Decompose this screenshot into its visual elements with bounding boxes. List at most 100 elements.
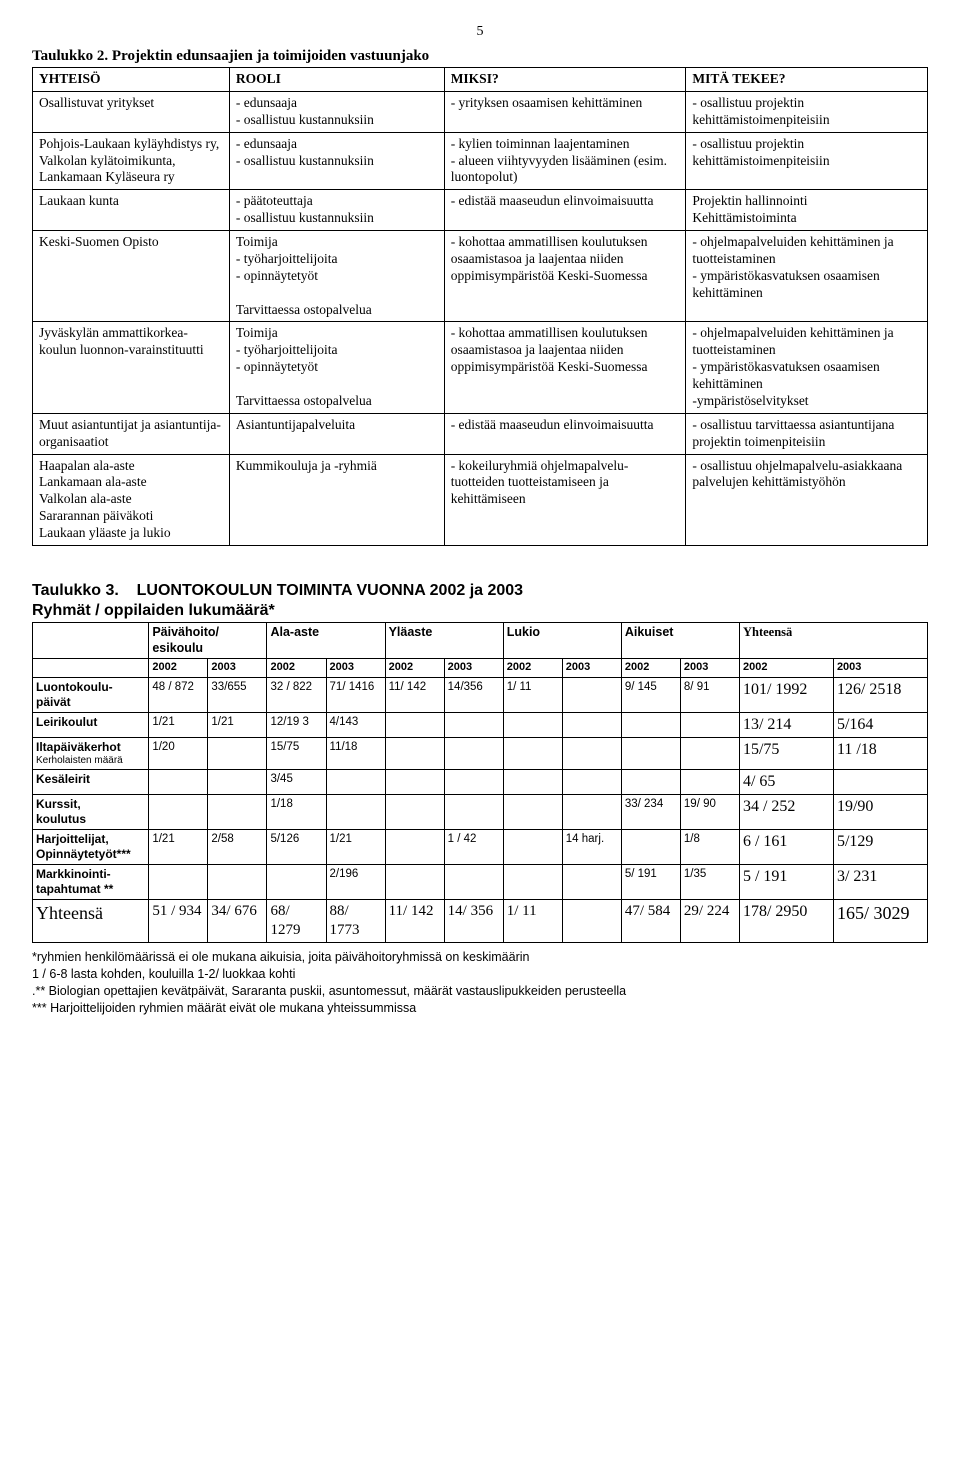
- table-cell: [444, 770, 503, 795]
- t2-th-1: Päivähoito/ esikoulu: [149, 622, 267, 658]
- table-cell: [562, 900, 621, 943]
- table-cell: 33/ 234: [621, 795, 680, 830]
- total-2003: 5/129: [833, 830, 927, 865]
- table-cell: [562, 737, 621, 770]
- table-cell: 51 / 934: [149, 900, 208, 943]
- table-cell: - edunsaaja - osallistuu kustannuksiin: [229, 132, 444, 190]
- t2-heading-a: Taulukko 3.: [32, 582, 119, 599]
- table-cell: Haapalan ala-aste Lankamaan ala-aste Val…: [33, 454, 230, 545]
- t2-year-header: 2002: [149, 659, 208, 678]
- table-row: Jyväskylän ammattikorkea-koulun luonnon-…: [33, 322, 928, 413]
- table-cell: [385, 795, 444, 830]
- table-cell: 5/ 191: [621, 865, 680, 900]
- table-cell: 1 / 42: [444, 830, 503, 865]
- table-cell: 2/58: [208, 830, 267, 865]
- table-cell: [562, 712, 621, 737]
- table-cell: - kohottaa ammatillisen koulutuksen osaa…: [444, 322, 686, 413]
- table-cell: - kylien toiminnan laajentaminen - aluee…: [444, 132, 686, 190]
- t2-year-header: 2003: [680, 659, 739, 678]
- table-row: Luontokoulu- päivät48 / 87233/65532 / 82…: [33, 677, 928, 712]
- table2-heading-line2: Ryhmät / oppilaiden lukumäärä*: [32, 602, 928, 620]
- total-2002: 4/ 65: [739, 770, 833, 795]
- table-row: Leirikoulut1/211/2112/19 34/14313/ 2145/…: [33, 712, 928, 737]
- table-cell: [149, 865, 208, 900]
- t2-th-2: Ala-aste: [267, 622, 385, 658]
- table-cell: Asiantuntijapalveluita: [229, 413, 444, 454]
- table-cell: - edistää maaseudun elinvoimaisuutta: [444, 413, 686, 454]
- table-cell: Projektin hallinnointi Kehittämistoimint…: [686, 190, 928, 231]
- table-cell: 1/8: [680, 830, 739, 865]
- table-cell: 33/655: [208, 677, 267, 712]
- total-2003: 5/164: [833, 712, 927, 737]
- table-cell: [208, 865, 267, 900]
- table-cell: - kokeiluryhmiä ohjelmapalvelu-tuotteide…: [444, 454, 686, 545]
- table2-heading-line1: Taulukko 3. LUONTOKOULUN TOIMINTA VUONNA…: [32, 582, 928, 600]
- table-cell: Toimija - työharjoittelijoita - opinnäyt…: [229, 322, 444, 413]
- table-cell: 47/ 584: [621, 900, 680, 943]
- table-cell: - kohottaa ammatillisen koulutuksen osaa…: [444, 231, 686, 322]
- t2-th-5: Aikuiset: [621, 622, 739, 658]
- table-cell: 12/19 3: [267, 712, 326, 737]
- row-label: Harjoittelijat, Opinnäytetyöt***: [33, 830, 149, 865]
- t1-h2: ROOLI: [229, 68, 444, 92]
- total-2002: 6 / 161: [739, 830, 833, 865]
- table-cell: 15/75: [267, 737, 326, 770]
- table-cell: 5/126: [267, 830, 326, 865]
- table-cell: 1/21: [208, 712, 267, 737]
- table2: Päivähoito/ esikoulu Ala-aste Yläaste Lu…: [32, 622, 928, 943]
- footnotes: *ryhmien henkilömäärissä ei ole mukana a…: [32, 949, 928, 1017]
- table-cell: [503, 865, 562, 900]
- table-cell: [326, 770, 385, 795]
- table-cell: 11/ 142: [385, 677, 444, 712]
- table-cell: - ohjelmapalveluiden kehittäminen ja tuo…: [686, 231, 928, 322]
- table-cell: 1/21: [326, 830, 385, 865]
- table-cell: Osallistuvat yritykset: [33, 91, 230, 132]
- table-cell: 9/ 145: [621, 677, 680, 712]
- table-cell: [444, 737, 503, 770]
- table-cell: - osallistuu projektin kehittämistoimenp…: [686, 91, 928, 132]
- total-2002: 15/75: [739, 737, 833, 770]
- t2-year-header: 2003: [208, 659, 267, 678]
- table1-caption-bold: Taulukko 2. Projektin edunsaajien ja toi…: [32, 48, 429, 64]
- footnote-4: *** Harjoittelijoiden ryhmien määrät eiv…: [32, 1000, 928, 1017]
- t2-th-blank: [33, 622, 149, 658]
- row-label: Markkinointi- tapahtumat **: [33, 865, 149, 900]
- table-cell: - osallistuu projektin kehittämistoimenp…: [686, 132, 928, 190]
- table-cell: [503, 770, 562, 795]
- t1-h1: YHTEISÖ: [33, 68, 230, 92]
- t2-year-header: 2003: [833, 659, 927, 678]
- table-cell: 1/21: [149, 712, 208, 737]
- table-cell: 19/ 90: [680, 795, 739, 830]
- total-2002: 5 / 191: [739, 865, 833, 900]
- table-cell: [385, 830, 444, 865]
- footnote-2: 1 / 6-8 lasta kohden, kouluilla 1-2/ luo…: [32, 966, 928, 983]
- table-cell: 88/ 1773: [326, 900, 385, 943]
- t2-year-header: 2002: [385, 659, 444, 678]
- table-row: Harjoittelijat, Opinnäytetyöt*** 1/21 2/58…: [33, 830, 928, 865]
- table-cell: Kummikouluja ja -ryhmiä: [229, 454, 444, 545]
- table-cell: 1/35: [680, 865, 739, 900]
- table-cell: 1/18: [267, 795, 326, 830]
- table-cell: 1/ 11: [503, 900, 562, 943]
- t2-year-header: 2003: [562, 659, 621, 678]
- total-2003: [833, 770, 927, 795]
- table-cell: [503, 830, 562, 865]
- table-row: IltapäiväkerhotKerholaisten määrä1/2015/…: [33, 737, 928, 770]
- table-cell: [562, 677, 621, 712]
- table-cell: [621, 830, 680, 865]
- table-cell: 11/ 142: [385, 900, 444, 943]
- t2-year-header: 2002: [503, 659, 562, 678]
- table-cell: - ohjelmapalveluiden kehittäminen ja tuo…: [686, 322, 928, 413]
- table-cell: [208, 795, 267, 830]
- table-cell: [621, 712, 680, 737]
- t1-h3: MIKSI?: [444, 68, 686, 92]
- table-cell: Jyväskylän ammattikorkea-koulun luonnon-…: [33, 322, 230, 413]
- footnote-1: *ryhmien henkilömäärissä ei ole mukana a…: [32, 949, 928, 966]
- table-cell: 2/196: [326, 865, 385, 900]
- table1-caption: Taulukko 2. Projektin edunsaajien ja toi…: [32, 48, 928, 65]
- table-cell: 14 harj.: [562, 830, 621, 865]
- table-cell: 48 / 872: [149, 677, 208, 712]
- t2-heading-b: LUONTOKOULUN TOIMINTA VUONNA 2002 ja 200…: [137, 582, 523, 599]
- t2-year-blank: [33, 659, 149, 678]
- table-cell: [208, 770, 267, 795]
